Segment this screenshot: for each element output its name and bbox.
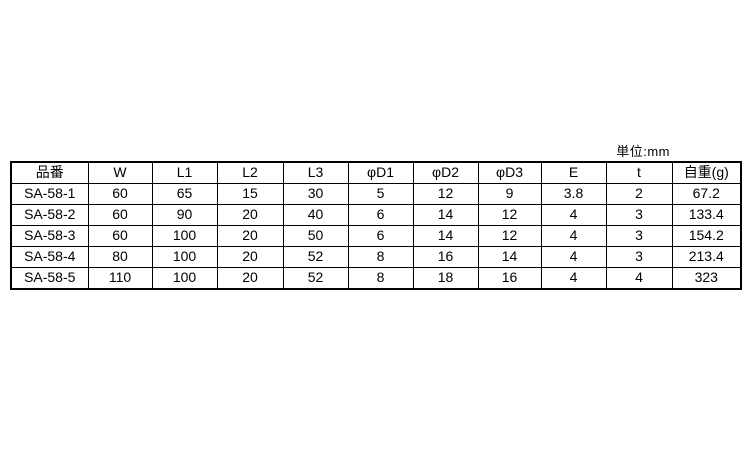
spec-value-cell: 60 <box>87 183 153 205</box>
spec-table-body: SA-58-1 60 65 15 30 5 12 9 3.8 2 67.2 SA-58-2 60 90 20… <box>10 183 742 290</box>
spec-value-cell: 14 <box>412 204 479 226</box>
spec-value-cell: 213.4 <box>671 246 742 268</box>
part-number-cell: SA-58-4 <box>10 246 89 268</box>
spec-value-cell: 3.8 <box>540 183 607 205</box>
spec-value-cell: 4 <box>605 267 673 290</box>
spec-value-cell: 16 <box>477 267 542 290</box>
unit-label: 単位:mm <box>616 144 670 159</box>
spec-value-cell: 4 <box>540 267 607 290</box>
spec-value-cell: 12 <box>412 183 479 205</box>
spec-value-cell: 12 <box>477 225 542 247</box>
spec-value-cell: 65 <box>151 183 218 205</box>
spec-value-cell: 3 <box>605 246 673 268</box>
column-header-d2: φD2 <box>412 161 479 184</box>
spec-value-cell: 5 <box>347 183 414 205</box>
spec-value-cell: 90 <box>151 204 218 226</box>
spec-table: 品番 W L1 L2 L3 φD1 φD2 φD3 E t 自重(g) SA-5… <box>10 161 742 290</box>
spec-value-cell: 9 <box>477 183 542 205</box>
column-header-weight: 自重(g) <box>671 161 742 184</box>
column-header-d1: φD1 <box>347 161 414 184</box>
spec-value-cell: 323 <box>671 267 742 290</box>
spec-value-cell: 14 <box>412 225 479 247</box>
spec-value-cell: 8 <box>347 267 414 290</box>
spec-value-cell: 18 <box>412 267 479 290</box>
column-header-e: E <box>540 161 607 184</box>
column-header-l2: L2 <box>216 161 284 184</box>
spec-value-cell: 40 <box>282 204 349 226</box>
spec-value-cell: 67.2 <box>671 183 742 205</box>
spec-value-cell: 4 <box>540 225 607 247</box>
spec-value-cell: 154.2 <box>671 225 742 247</box>
part-number-cell: SA-58-3 <box>10 225 89 247</box>
spec-value-cell: 6 <box>347 225 414 247</box>
spec-value-cell: 100 <box>151 225 218 247</box>
part-number-cell: SA-58-1 <box>10 183 89 205</box>
spec-value-cell: 110 <box>87 267 153 290</box>
spec-value-cell: 20 <box>216 246 284 268</box>
spec-value-cell: 20 <box>216 225 284 247</box>
column-header-part-number: 品番 <box>10 161 89 184</box>
spec-value-cell: 4 <box>540 204 607 226</box>
column-header-d3: φD3 <box>477 161 542 184</box>
column-header-w: W <box>87 161 153 184</box>
spec-value-cell: 2 <box>605 183 673 205</box>
table-row: SA-58-5 110 100 20 52 8 18 16 4 4 323 <box>10 267 742 290</box>
spec-value-cell: 20 <box>216 267 284 290</box>
table-row: SA-58-2 60 90 20 40 6 14 12 4 3 133.4 <box>10 204 742 226</box>
table-row: SA-58-3 60 100 20 50 6 14 12 4 3 154.2 <box>10 225 742 247</box>
spec-value-cell: 50 <box>282 225 349 247</box>
spec-value-cell: 60 <box>87 204 153 226</box>
spec-value-cell: 133.4 <box>671 204 742 226</box>
part-number-cell: SA-58-2 <box>10 204 89 226</box>
spec-value-cell: 100 <box>151 267 218 290</box>
spec-value-cell: 52 <box>282 246 349 268</box>
spec-value-cell: 14 <box>477 246 542 268</box>
spec-value-cell: 8 <box>347 246 414 268</box>
header-row: 品番 W L1 L2 L3 φD1 φD2 φD3 E t 自重(g) <box>10 161 742 184</box>
column-header-t: t <box>605 161 673 184</box>
column-header-l3: L3 <box>282 161 349 184</box>
spec-value-cell: 15 <box>216 183 284 205</box>
spec-value-cell: 16 <box>412 246 479 268</box>
spec-value-cell: 3 <box>605 225 673 247</box>
table-row: SA-58-4 80 100 20 52 8 16 14 4 3 213.4 <box>10 246 742 268</box>
spec-value-cell: 4 <box>540 246 607 268</box>
spec-value-cell: 3 <box>605 204 673 226</box>
spec-value-cell: 30 <box>282 183 349 205</box>
spec-table-header: 品番 W L1 L2 L3 φD1 φD2 φD3 E t 自重(g) <box>10 161 742 184</box>
spec-value-cell: 60 <box>87 225 153 247</box>
spec-value-cell: 12 <box>477 204 542 226</box>
part-number-cell: SA-58-5 <box>10 267 89 290</box>
column-header-l1: L1 <box>151 161 218 184</box>
spec-value-cell: 20 <box>216 204 284 226</box>
spec-value-cell: 6 <box>347 204 414 226</box>
spec-value-cell: 52 <box>282 267 349 290</box>
spec-value-cell: 80 <box>87 246 153 268</box>
table-row: SA-58-1 60 65 15 30 5 12 9 3.8 2 67.2 <box>10 183 742 205</box>
spec-value-cell: 100 <box>151 246 218 268</box>
